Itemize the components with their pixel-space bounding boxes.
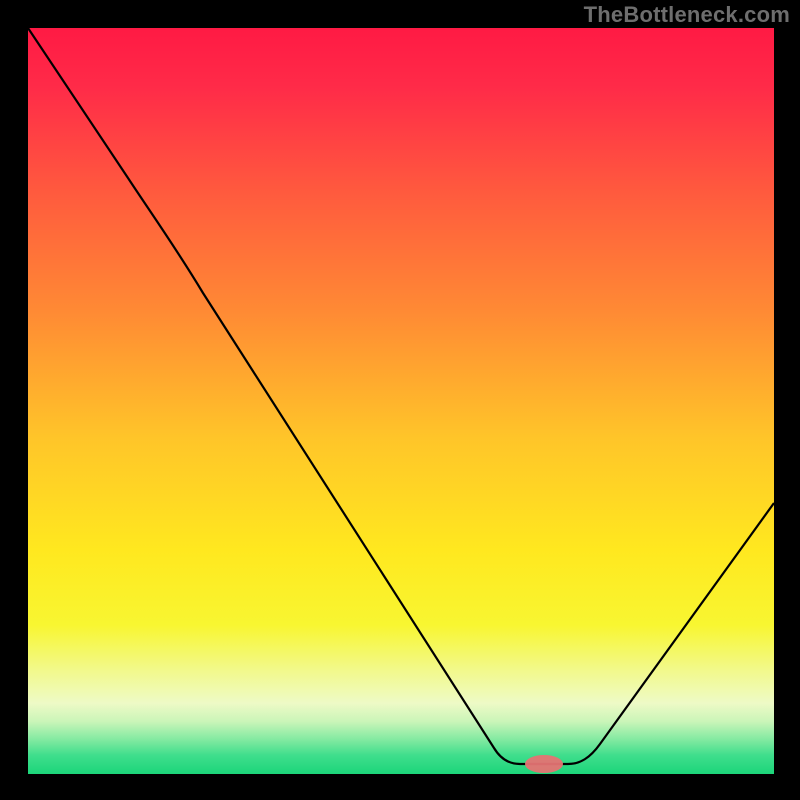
chart-plot-area [28, 28, 774, 774]
chart-frame: TheBottleneck.com [0, 0, 800, 800]
optimum-marker [525, 755, 563, 773]
watermark-text: TheBottleneck.com [584, 2, 790, 28]
chart-svg [28, 28, 774, 774]
chart-background [28, 28, 774, 774]
